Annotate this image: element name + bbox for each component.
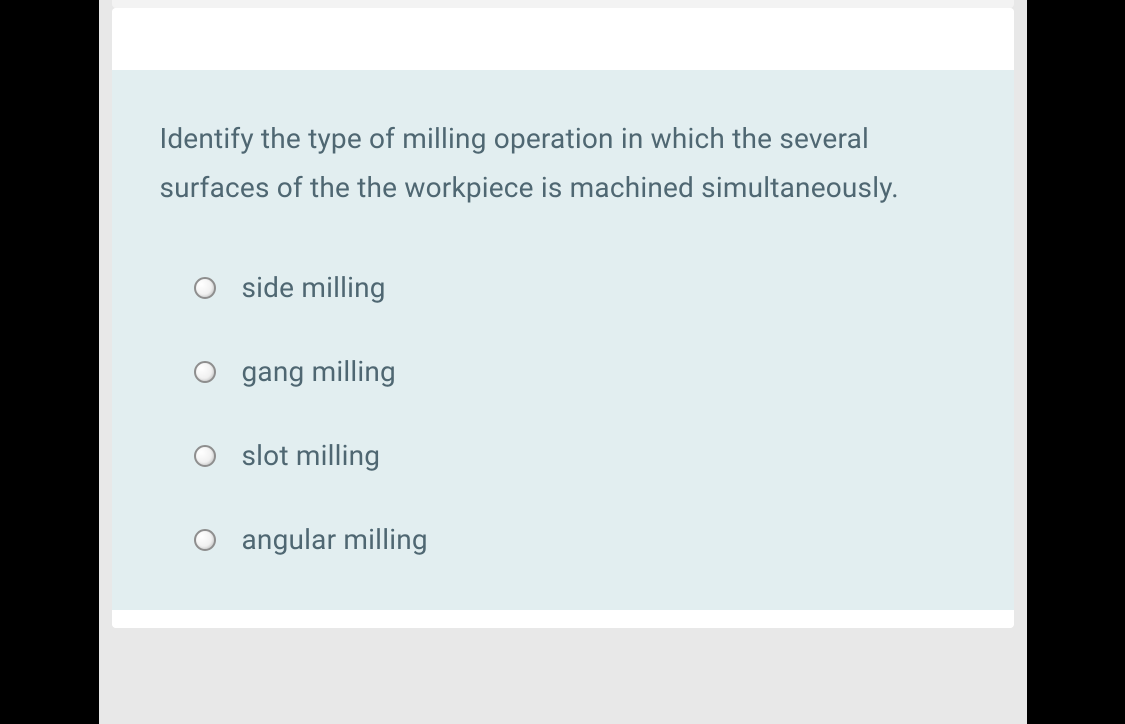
radio-icon[interactable] — [194, 529, 216, 551]
header-stub — [112, 0, 1014, 8]
answer-option-1[interactable]: gang milling — [194, 358, 966, 386]
radio-icon[interactable] — [194, 277, 216, 299]
answer-option-0[interactable]: side milling — [194, 274, 966, 302]
answer-label: angular milling — [242, 526, 428, 554]
card-bottom-gap — [112, 610, 1014, 628]
question-panel: Identify the type of milling operation i… — [112, 70, 1014, 610]
answer-label: gang milling — [242, 358, 396, 386]
answer-option-3[interactable]: angular milling — [194, 526, 966, 554]
radio-icon[interactable] — [194, 361, 216, 383]
answer-option-2[interactable]: slot milling — [194, 442, 966, 470]
radio-icon[interactable] — [194, 445, 216, 467]
answers-group: side milling gang milling slot milling a… — [194, 274, 966, 554]
answer-label: slot milling — [242, 442, 381, 470]
question-text: Identify the type of milling operation i… — [160, 114, 966, 212]
card-top-gap — [112, 8, 1014, 70]
page-wrapper: Identify the type of milling operation i… — [99, 0, 1027, 724]
answer-label: side milling — [242, 274, 386, 302]
question-card: Identify the type of milling operation i… — [112, 8, 1014, 628]
